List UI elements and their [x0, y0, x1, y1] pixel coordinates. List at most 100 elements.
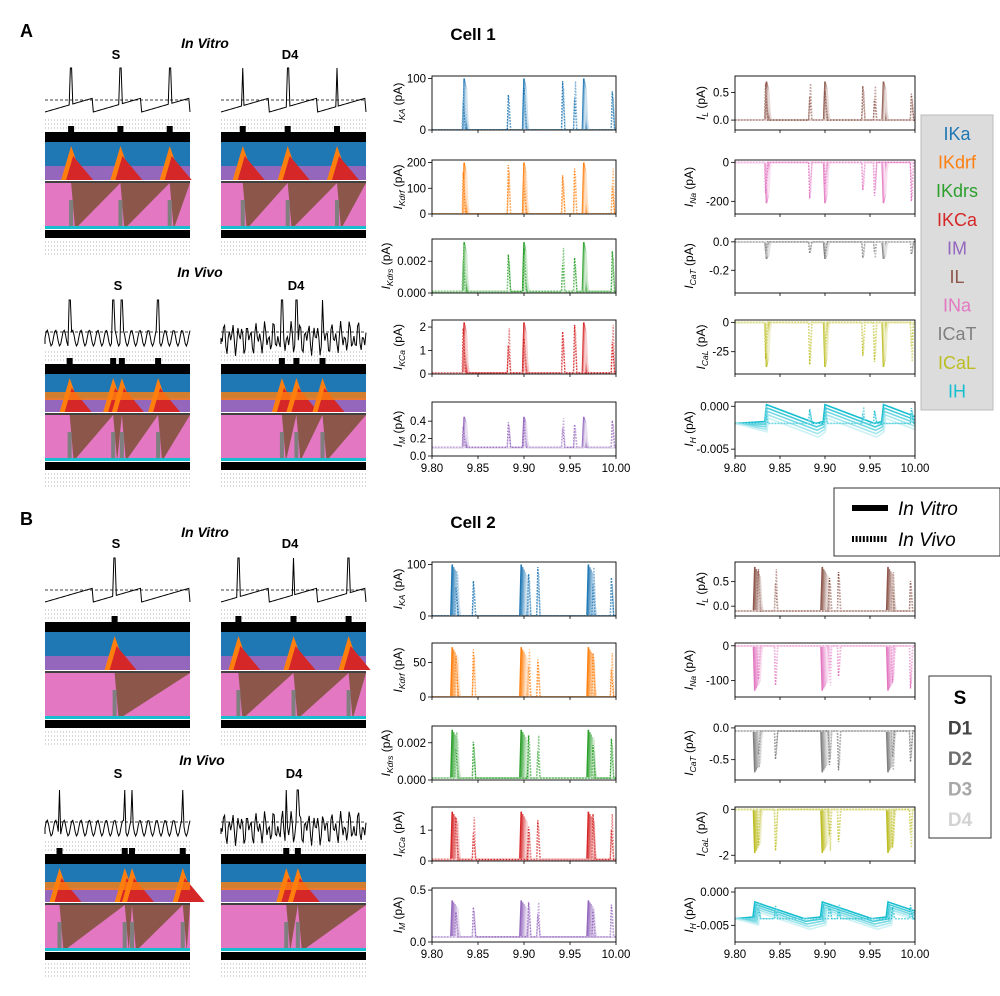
y-tick-label: 0.0: [713, 237, 729, 249]
il-share: [113, 415, 122, 461]
x-tick-label: 10.00: [602, 463, 631, 475]
total-outward-band: [221, 854, 366, 864]
x-tick-label: 9.90: [814, 949, 836, 961]
legend-icat: ICaT: [937, 324, 976, 344]
icat-share: [285, 200, 290, 229]
total-outward-peak: [110, 358, 117, 366]
a-in-vivo-label: In Vivo: [177, 264, 223, 280]
y-axis-label: ICaL (pA): [694, 812, 710, 857]
y-tick-label: 0.4: [410, 416, 427, 428]
currentscape-block: [44, 299, 191, 487]
subplot-cell1-ihpa: 0.000 -0.005 9.80 9.85 9.90 9.95 10.00 IH (pA): [682, 401, 930, 475]
total-outward-peak: [66, 358, 73, 366]
icat-share: [295, 922, 300, 951]
y-tick-label: 0.0: [713, 115, 729, 127]
trace-group: [735, 808, 915, 853]
x-tick-label: 9.90: [814, 463, 836, 475]
ih-share: [221, 716, 366, 719]
cell2-title: Cell 2: [450, 513, 495, 532]
dotted-legend-label: In Vivo: [898, 530, 956, 551]
total-inward-band: [221, 462, 366, 470]
ih-share: [221, 226, 366, 229]
y-axis-label: INa (pA): [682, 650, 698, 690]
trace-group: [735, 566, 915, 612]
a-s-label-vitro: S: [112, 47, 121, 62]
in-vivo-trace-1: [735, 569, 915, 612]
y-tick-label: -0.5: [709, 755, 729, 767]
in-vitro-trace-level-4: [432, 422, 616, 449]
icat-share: [236, 690, 241, 719]
ikdrf-vivo-band: [45, 882, 190, 890]
y-axis-label: ICaT (pA): [682, 243, 698, 288]
a-d4-label-vitro: D4: [282, 47, 299, 62]
subplot-cell1-ilpa: 0.0 0.5IL (pA): [694, 75, 916, 133]
total-outward-peak: [166, 126, 173, 134]
solid-legend-label: In Vitro: [898, 499, 958, 520]
x-tick-label: 9.90: [513, 463, 535, 475]
ih-share: [45, 458, 190, 461]
in-vivo-trace-1: [432, 244, 616, 293]
in-vitro-trace-level-4: [735, 644, 915, 682]
level-legend-s: S: [954, 688, 967, 709]
legend-ina: INa: [943, 296, 972, 316]
y-tick-label: 0.5: [713, 577, 729, 589]
style-legend: In Vitro In Vivo: [833, 487, 1000, 557]
in-vivo-trace-1: [432, 324, 616, 374]
il-share: [132, 905, 183, 951]
ikca-share: [282, 156, 310, 180]
y-tick-label: 0.0: [713, 601, 729, 613]
y-tick-label: 0.0: [410, 937, 426, 949]
currentscape-block: [220, 557, 371, 745]
icat-share: [112, 690, 117, 719]
icat-share: [335, 200, 339, 229]
in-vivo-trace-1: [735, 161, 915, 199]
icat-share: [119, 432, 124, 461]
y-axis-label: IKA (pA): [391, 569, 407, 610]
y-tick-label: 50: [413, 657, 426, 669]
total-outward-peak: [293, 358, 300, 366]
x-tick-label: 10.00: [901, 463, 930, 475]
y-tick-label: 0.002: [397, 738, 426, 750]
x-tick-label: 9.90: [513, 949, 535, 961]
subplot-cell1-impa: 0.0 0.2 0.4 9.80 9.85 9.90 9.95 10.00 IM (pA): [391, 401, 631, 475]
ikca-share: [288, 646, 316, 670]
y-tick-label: 0: [723, 804, 729, 816]
in-vivo-trace-1: [735, 645, 915, 686]
ih-share: [45, 716, 190, 719]
y-tick-label: 0: [420, 209, 426, 221]
total-outward-band: [221, 364, 366, 374]
y-tick-label: 0: [420, 692, 426, 704]
legend-ikca: IKCa: [937, 210, 978, 230]
ih-share: [45, 948, 190, 951]
y-tick-label: 0: [420, 611, 426, 623]
trace-group: [735, 161, 915, 204]
panel-letter-a: A: [20, 21, 33, 41]
y-axis-label: IKdrs (pA): [379, 730, 395, 777]
subplot-cell2-impa: 0.0 0.5 9.80 9.85 9.90 9.95 10.00 IM (pA): [391, 885, 630, 961]
in-vitro-trace-level-4: [432, 332, 616, 374]
voltage-trace: [44, 789, 191, 838]
y-tick-label: 0.0: [410, 451, 426, 463]
in-vitro-trace-level-4: [432, 88, 616, 130]
trace-group: [432, 647, 616, 697]
y-tick-label: 0: [723, 317, 729, 329]
trace-group: [432, 78, 616, 130]
total-outward-band: [45, 622, 190, 632]
icat-share: [279, 432, 284, 461]
y-axis-label: ICaL (pA): [694, 325, 710, 370]
x-tick-label: 9.95: [559, 463, 581, 475]
x-tick-label: 9.80: [724, 949, 746, 961]
y-axis-label: IKdrs (pA): [379, 243, 395, 290]
y-tick-label: 0: [723, 157, 729, 169]
b-s-label-vitro: S: [112, 536, 121, 551]
in-vitro-trace-level-3: [735, 908, 915, 928]
il-share: [121, 415, 159, 461]
subplot-cell2-icatpa: 0.0 -0.5 ICaT (pA): [682, 723, 916, 783]
in-vitro-trace-level-4: [735, 730, 915, 765]
total-inward-band: [45, 230, 190, 238]
style-legend-box: [833, 487, 1000, 557]
il-share: [337, 183, 366, 229]
x-tick-label: 9.85: [769, 949, 791, 961]
